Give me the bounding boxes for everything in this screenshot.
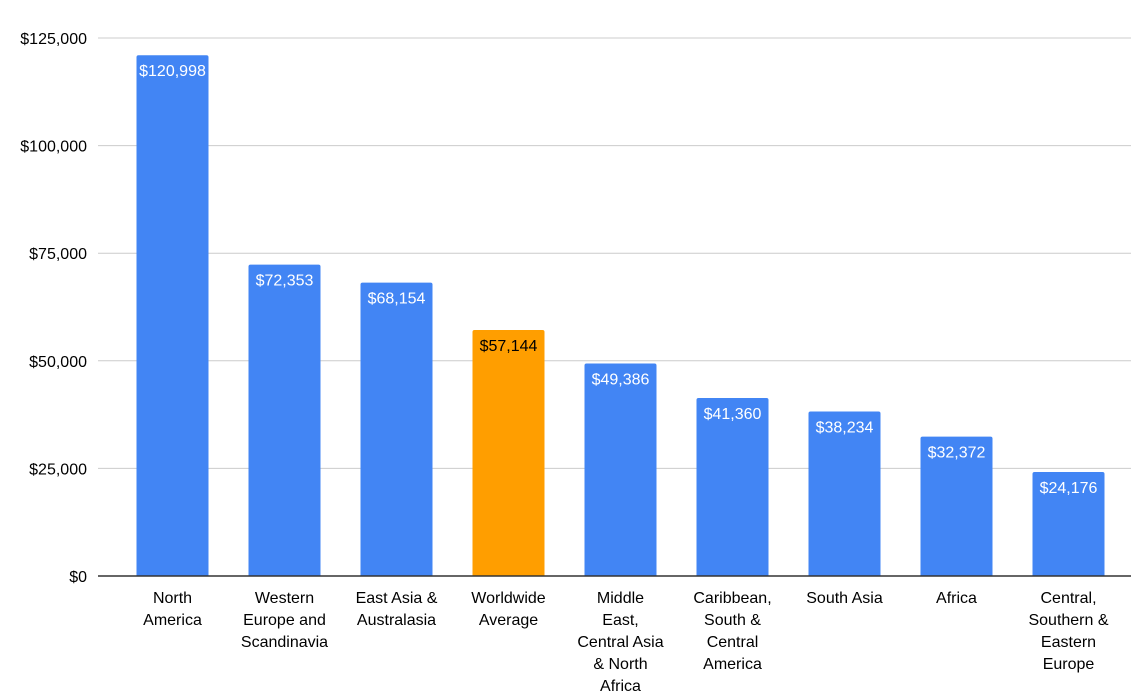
x-category-label-line: Central, xyxy=(1040,590,1096,607)
bar xyxy=(472,330,545,576)
data-label: $32,372 xyxy=(928,445,986,462)
bar xyxy=(360,282,433,576)
x-category-label-line: Middle xyxy=(597,590,644,607)
x-category-label-line: North xyxy=(153,590,192,607)
x-category-label-line: Europe xyxy=(1043,656,1095,673)
data-label: $72,353 xyxy=(256,273,314,290)
bar xyxy=(696,397,769,576)
data-label: $38,234 xyxy=(816,419,874,436)
bar-base xyxy=(1032,573,1105,576)
bar-base xyxy=(472,573,545,576)
x-category-label-line: Eastern xyxy=(1041,634,1096,651)
x-category-label: Caribbean, South & Central America xyxy=(693,590,771,673)
x-category-label-line: America xyxy=(143,612,202,629)
y-tick-label: $25,000 xyxy=(29,461,87,478)
x-category-label-line: Caribbean, xyxy=(693,590,771,607)
bar-base xyxy=(248,573,321,576)
x-category-label: Africa xyxy=(936,590,977,607)
x-category-label: Middle East, Central Asia & North Africa xyxy=(577,590,663,691)
x-category-label-line: South & xyxy=(704,612,761,629)
y-axis-tick-labels: $0 $25,000 $50,000 $75,000 $100,000 $125,000 xyxy=(20,31,87,586)
x-category-label: North America xyxy=(143,590,202,629)
x-category-label-line: East Asia & xyxy=(356,590,438,607)
x-category-label-line: Australasia xyxy=(357,612,436,629)
y-tick-label: $125,000 xyxy=(20,31,87,48)
bar-base xyxy=(360,573,433,576)
data-label: $68,154 xyxy=(368,291,426,308)
bar xyxy=(248,264,321,576)
y-tick-label: $50,000 xyxy=(29,354,87,371)
data-label: $41,360 xyxy=(704,406,762,423)
data-label: $49,386 xyxy=(592,371,650,388)
data-labels: $120,998 $72,353 $68,154 $57,144 $49,386 $41,… xyxy=(139,63,1097,497)
y-tick-label: $100,000 xyxy=(20,139,87,156)
x-category-label-line: Average xyxy=(479,612,538,629)
x-category-label-line: Africa xyxy=(600,678,641,691)
x-category-label-line: Western xyxy=(255,590,314,607)
x-category-label-line: Southern & xyxy=(1028,612,1108,629)
bar-base xyxy=(696,573,769,576)
data-label: $24,176 xyxy=(1040,480,1098,497)
bar-base xyxy=(584,573,657,576)
x-category-label-line: Africa xyxy=(936,590,977,607)
x-category-label-line: Central Asia xyxy=(577,634,663,651)
bar-base xyxy=(808,573,881,576)
x-category-label-line: Central xyxy=(707,634,759,651)
x-category-label-line: South Asia xyxy=(806,590,883,607)
bars xyxy=(136,55,1105,576)
x-category-label: Western Europe and Scandinavia xyxy=(241,590,328,651)
bar-base xyxy=(136,573,209,576)
y-tick-label: $0 xyxy=(69,569,87,586)
x-category-label: East Asia & Australasia xyxy=(356,590,438,629)
bar xyxy=(920,436,993,576)
x-category-label-line: Scandinavia xyxy=(241,634,328,651)
x-category-label-line: America xyxy=(703,656,762,673)
bar-base xyxy=(920,573,993,576)
x-category-label: Worldwide Average xyxy=(471,590,546,629)
x-category-label-line: Worldwide xyxy=(471,590,546,607)
data-label: $57,144 xyxy=(480,338,538,355)
x-category-label-line: Europe and xyxy=(243,612,326,629)
x-category-label-line: East, xyxy=(602,612,638,629)
bar xyxy=(808,411,881,576)
x-category-label: Central, Southern & Eastern Europe xyxy=(1028,590,1108,673)
bar xyxy=(584,363,657,576)
y-tick-label: $75,000 xyxy=(29,246,87,263)
data-label: $120,998 xyxy=(139,63,206,80)
x-category-label: South Asia xyxy=(806,590,883,607)
bar xyxy=(136,55,209,576)
bar xyxy=(1032,471,1105,576)
x-category-label-line: & North xyxy=(593,656,647,673)
x-axis-category-labels: North America Western Europe and Scandinavia… xyxy=(143,590,1109,691)
